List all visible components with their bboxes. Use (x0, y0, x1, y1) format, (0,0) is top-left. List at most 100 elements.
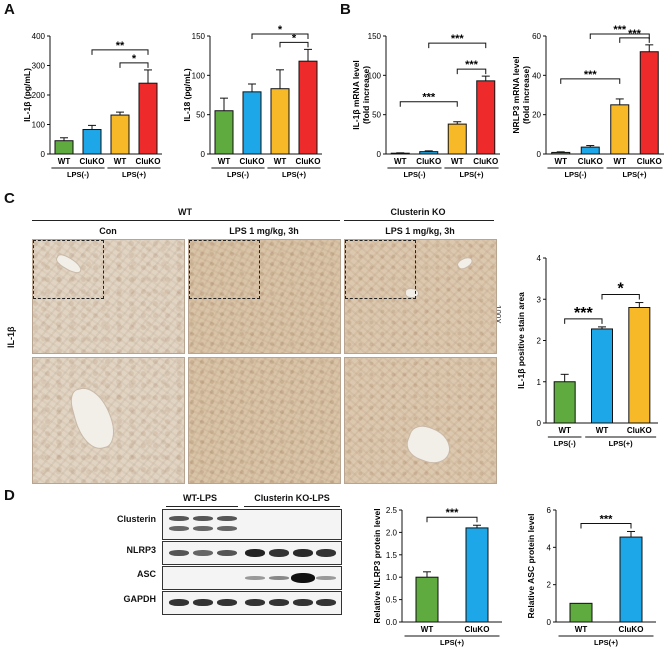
significance-label: *** (584, 69, 598, 81)
category-label: WT (575, 625, 588, 634)
category-label: WT (274, 157, 287, 166)
y-axis-label: IL-18 (pg/mL) (182, 68, 192, 122)
panel-c-col3-label: LPS 1 mg/kg, 3h (385, 226, 455, 236)
category-label: CluKO (473, 157, 498, 166)
y-axis-label: IL-1β (pg/mL) (22, 68, 32, 122)
group-label: LPS(+) (623, 170, 647, 179)
bar (628, 307, 651, 424)
y-tick-label: 4 (547, 543, 552, 552)
y-tick-label: 0.0 (386, 618, 398, 627)
panel-c-ko-rule (344, 220, 494, 221)
y-tick-label: 2 (547, 581, 552, 590)
group-label: LPS(+) (460, 170, 484, 179)
y-tick-label: 4 (537, 254, 542, 263)
blot-gapdh (162, 591, 342, 615)
group-label: LPS(-) (403, 170, 426, 179)
significance-label: *** (613, 24, 627, 36)
significance-bracket (456, 68, 487, 75)
y-tick-label: 60 (532, 32, 541, 41)
y-axis-label-secondary: (fold increase) (521, 66, 531, 124)
bar (138, 82, 158, 155)
significance-bracket (428, 42, 487, 49)
significance-label: ** (116, 40, 125, 52)
panel-d-ko-rule (244, 506, 340, 507)
blot-label-gapdh: GAPDH (123, 594, 156, 604)
category-label: CluKO (465, 625, 490, 634)
inset-box (189, 240, 260, 299)
bar (591, 328, 613, 424)
y-tick-label: 6 (547, 506, 552, 515)
significance-label: *** (465, 59, 479, 71)
panel-letter-d: D (4, 487, 15, 504)
y-tick-label: 0 (537, 419, 542, 428)
inset-box (33, 240, 104, 299)
category-label: CluKO (578, 157, 603, 166)
y-tick-label: 0 (201, 150, 206, 159)
blot-label-clusterin: Clusterin (116, 514, 156, 524)
group-label: LPS(+) (122, 170, 146, 179)
y-tick-label: 0.5 (386, 596, 398, 605)
chart-il1b-mrna: 0 50 100 150 IL-1β mRNA level (fold increase)… (351, 32, 500, 179)
y-tick-label: 1 (537, 378, 542, 387)
bar (298, 60, 318, 155)
significance-label: *** (446, 507, 460, 519)
group-label: LPS(-) (564, 170, 587, 179)
bar (82, 129, 102, 155)
category-label: WT (218, 157, 231, 166)
y-tick-label: 300 (32, 62, 46, 71)
significance-label: * (292, 32, 297, 44)
group-label: LPS(+) (594, 638, 618, 647)
bar (580, 146, 600, 155)
significance-bracket (119, 62, 149, 68)
category-label: CluKO (416, 157, 441, 166)
category-label: WT (614, 157, 627, 166)
y-tick-label: 0 (547, 618, 552, 627)
chart-il1b-stain-area: 0 1 2 3 4 IL-1β positive stain area WT WT CluKO L… (516, 254, 658, 448)
bar (242, 91, 262, 155)
y-axis-label: Relative NLRP3 protein level (372, 508, 382, 623)
category-label: CluKO (296, 157, 321, 166)
significance-bracket (580, 522, 632, 529)
inset-box (345, 240, 416, 299)
bar (419, 151, 439, 155)
y-tick-label: 0 (537, 150, 542, 159)
bar (270, 88, 290, 155)
panel-c-wt-header: WT (178, 207, 192, 217)
blot-label-nlrp3: NLRP3 (126, 545, 156, 555)
category-label: WT (558, 426, 571, 435)
panel-c-col1-label: Con (99, 226, 117, 236)
chart-il18-serum: 0 50 100 150 IL-18 (pg/mL) WT CluKO WT CluKO LPS(… (182, 24, 322, 179)
blot-nlrp3 (162, 541, 342, 565)
significance-bracket (426, 516, 478, 523)
chart-asc-protein: 0 2 4 6 Relative ASC protein level WT CluKOLPS… (526, 506, 656, 647)
y-tick-label: 150 (192, 32, 206, 41)
bar (390, 152, 410, 155)
category-label: WT (421, 625, 434, 634)
group-label: LPS(+) (609, 439, 633, 448)
category-label: CluKO (627, 426, 652, 435)
significance-label: *** (600, 513, 614, 525)
y-axis-label: IL-1β positive stain area (516, 292, 526, 389)
panel-letter-c: C (4, 190, 15, 207)
bar (465, 527, 489, 623)
y-tick-label: 0 (377, 150, 382, 159)
blot-asc (162, 566, 342, 590)
significance-bracket (91, 49, 149, 55)
y-axis-label: NRLP3 mRNA level (511, 56, 521, 133)
significance-bracket (560, 78, 621, 84)
chart-nlrp3-protein: 0.0 0.5 1.0 1.5 2.0 2.5 Relative NLRP3 protein… (372, 506, 502, 647)
bar (569, 602, 593, 623)
blot-clusterin (162, 509, 342, 540)
blot-label-asc: ASC (136, 569, 156, 579)
bar (447, 123, 467, 155)
category-label: WT (451, 157, 464, 166)
y-tick-label: 100 (32, 121, 46, 130)
bar (476, 80, 496, 155)
y-tick-label: 0 (41, 150, 46, 159)
bar (415, 576, 439, 623)
y-tick-label: 50 (196, 111, 205, 120)
bar (639, 51, 659, 155)
y-tick-label: 50 (372, 111, 381, 120)
chart-nlrp3-mrna: 0 20 40 60 NRLP3 mRNA level (fold increase) WT… (511, 24, 664, 179)
micrograph-wt-con-overview (32, 239, 185, 354)
